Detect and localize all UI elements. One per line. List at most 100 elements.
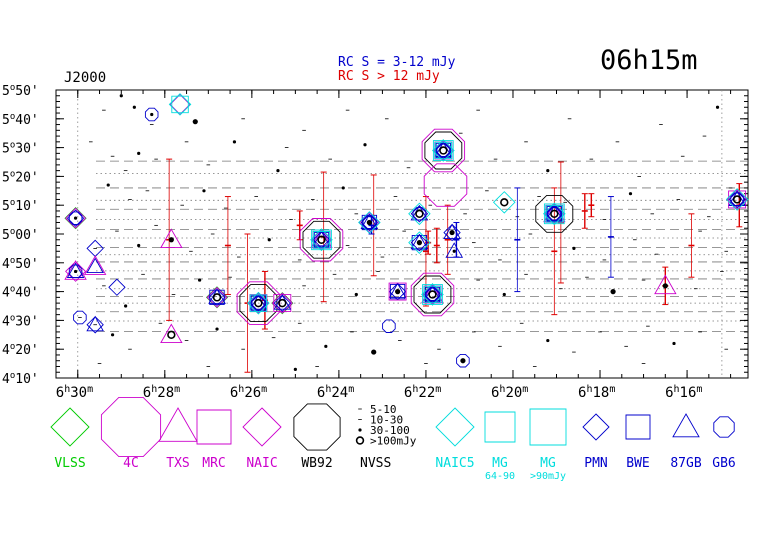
source-7-gb6-symbol (144, 107, 159, 122)
source-19-nvss (416, 240, 423, 246)
source-29-gb6-symbol (730, 192, 744, 207)
source-20-mg64-symbol (423, 285, 442, 304)
source-27-nvss (550, 209, 559, 219)
legend-sublabel-7: 64-90 (485, 471, 515, 482)
source-29-naic5-symbol (725, 188, 749, 211)
nvss-point-87 (354, 292, 358, 297)
source-17-gb6-symbol (382, 319, 396, 333)
y-tick-label-9: 4o20' (2, 342, 39, 358)
source-14-wb92-symbol (302, 220, 341, 259)
legend-symbol-1 (100, 396, 162, 458)
x-tick-label-5: 6h20m (491, 384, 528, 401)
legend-symbol-2 (158, 407, 198, 442)
source-5-pmn-symbol (86, 316, 104, 334)
source-23-nvss (449, 229, 455, 236)
source-15-naic5-symbol (358, 211, 381, 234)
y-tick-label-0: 5o50' (2, 83, 39, 99)
source-21-gb6-symbol (436, 143, 451, 158)
source-0-nvss (73, 216, 78, 220)
source-29-mrc-symbol (728, 190, 747, 209)
legend-label-5: WB92 (301, 456, 332, 471)
source-13-naic-symbol (271, 292, 293, 314)
source-13-mrc-symbol (273, 294, 292, 313)
y-tick-label-5: 5o00' (2, 227, 39, 243)
nvss-point-44 (341, 186, 345, 190)
source-21-mg64-symbol (434, 141, 453, 160)
nvss-point-60 (137, 243, 141, 248)
chart-title: 06h15m (600, 45, 698, 76)
source-27-naic5-symbol (543, 202, 566, 226)
nvss-point-34 (715, 105, 720, 109)
source-20-gb6-symbol (425, 287, 440, 302)
source-18-pmn-symbol (410, 205, 429, 223)
source-12-mg64-symbol (249, 294, 268, 312)
source-13-nvss (278, 298, 287, 308)
x-tick-label-4: 6h22m (404, 384, 441, 401)
source-18-gb6-symbol (412, 207, 427, 221)
source-12-wb92-symbol (239, 284, 278, 323)
nvss-point-73 (572, 246, 576, 250)
nvss-point-2 (132, 105, 136, 109)
source-15-nvss (366, 219, 372, 226)
source-12-naic-symbol (247, 292, 269, 314)
source-6-pmn-symbol (108, 278, 126, 296)
x-tick-label-2: 6h26m (230, 384, 267, 401)
source-8-naic5-symbol (168, 93, 192, 116)
legend-label-9: PMN (584, 456, 607, 471)
source-0-naic-symbol (65, 207, 87, 229)
source-25-nvss (460, 358, 466, 364)
source-21-nvss (439, 146, 448, 155)
source-25-gb6-symbol (456, 353, 470, 368)
nvss-point-128 (293, 367, 297, 371)
source-16-mrc-symbol (388, 282, 407, 301)
source-27-bwe-symbol (546, 206, 562, 222)
source-28-txs-symbol (654, 274, 677, 295)
nvss-legend-label: NVSS (360, 456, 391, 471)
source-27-mg64-symbol (545, 205, 564, 223)
source-16-87gb-symbol (388, 282, 407, 299)
nvss-point-26 (546, 169, 550, 173)
source-14-mg64-symbol (312, 231, 331, 249)
source-29-naic-symbol (726, 188, 748, 210)
source-19-naic5-symbol (408, 231, 431, 254)
source-20-bwe-symbol (424, 286, 441, 303)
y-tick-label-4: 5o10' (2, 198, 39, 214)
source-14-bwe-symbol (313, 232, 330, 248)
rc-legend-high: RC S > 12 mJy (338, 69, 440, 84)
source-14-naic5-symbol (310, 228, 333, 252)
legend-label-12: GB6 (712, 456, 735, 471)
source-16-bwe-symbol (389, 283, 406, 300)
source-16-nvss (395, 289, 401, 295)
nvss-legend-text-1: 10-30 (370, 414, 403, 427)
source-0-pmn-symbol (66, 209, 85, 227)
y-tick-label-7: 4o40' (2, 285, 39, 301)
x-tick-label-1: 6h28m (143, 384, 180, 401)
nvss-legend-symbol-2 (358, 428, 362, 432)
source-27-wb92-symbol (535, 194, 574, 233)
legend-label-7: MG (492, 456, 508, 471)
legend-symbol-0 (50, 407, 90, 447)
nvss-point-35 (106, 183, 110, 187)
nvss-point-54 (628, 192, 633, 196)
y-tick-label-3: 5o20' (2, 169, 39, 185)
source-12-gb6-symbol (251, 296, 266, 310)
source-28-nvss (662, 283, 668, 289)
x-tick-label-0: 6h30m (56, 384, 93, 401)
source-26-naic5-symbol (492, 191, 516, 214)
legend-label-11: 87GB (670, 456, 701, 471)
legend-label-10: BWE (626, 456, 649, 471)
source-27-gb6-symbol (547, 207, 562, 221)
source-20-wb92-symbol (413, 275, 452, 314)
source-1-txs-symbol (64, 260, 87, 280)
legend-symbol-7 (484, 411, 516, 443)
source-4-gb6-symbol (73, 310, 87, 325)
legend-symbol-11 (672, 413, 700, 438)
source-9-txs-symbol (160, 228, 183, 249)
nvss-point-108 (371, 349, 377, 355)
source-15-naic-symbol (358, 211, 380, 234)
x-tick-label-3: 6h24m (317, 384, 354, 401)
legend-label-4: NAIC (246, 456, 277, 471)
y-tick-label-2: 5o30' (2, 141, 39, 157)
epoch-label: J2000 (64, 70, 106, 86)
legend-label-0: VLSS (54, 456, 85, 471)
